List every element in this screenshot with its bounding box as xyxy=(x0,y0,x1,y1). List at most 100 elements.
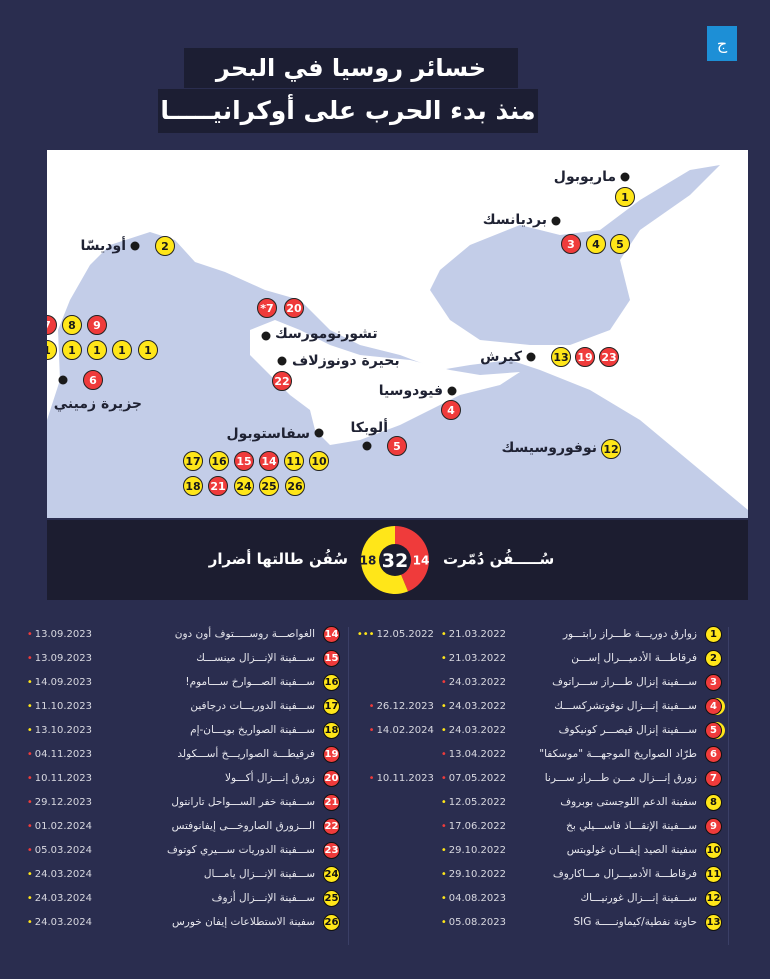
ship-badge-20: 20 xyxy=(284,298,304,318)
ship-name: ســـفينة الإنـــزال يامـــال xyxy=(203,867,315,880)
ship-badge-18: 18 xyxy=(183,476,203,496)
ship-badge-1: 1 xyxy=(615,187,635,207)
date-text: 10.11.2023 xyxy=(376,772,434,784)
ship-badge-26: 26 xyxy=(285,476,305,496)
status-dot: • xyxy=(26,652,33,664)
ship-date: • 29.10.2022 xyxy=(441,869,506,880)
date-text: 11.10.2023 xyxy=(34,700,92,712)
date-text: 24.03.2022 xyxy=(448,700,506,712)
berdyansk-label: بردیانسك xyxy=(482,212,547,228)
ship-row: 15 ســـفينة الإنـــزال مينســـك • 13.09.202… xyxy=(14,646,340,670)
ship-row: 1 زوارق دوريـــة طـــراز رابتـــور • 21.03.… xyxy=(356,622,722,646)
sevastopol-label: سفاستوبول xyxy=(226,426,310,442)
ship-number-badge: 1 xyxy=(705,625,722,643)
ship-badge-11: 11 xyxy=(284,451,304,471)
date-text: 01.02.2024 xyxy=(34,820,92,832)
ship-row: 7 زورق إنـــزال مـــن طـــراز ســـرنا • 07.… xyxy=(356,766,722,790)
status-dot: • xyxy=(26,844,33,856)
ship-name: فرقيطـــة الصواريـــخ أســـكولد xyxy=(177,747,315,760)
ship-date: ••• 12.05.2022 xyxy=(357,629,434,640)
novorossiysk-label: نوفوروسيسك xyxy=(501,440,597,456)
ship-date: • 05.08.2023 xyxy=(441,917,506,928)
ship-date: • 11.10.2023 xyxy=(27,701,92,712)
ship-badge-10: 10 xyxy=(309,451,329,471)
ship-name: ســـفينة إنـــزال غورنيـــاك xyxy=(580,891,697,904)
ship-badge-5: 5 xyxy=(387,436,407,456)
ship-date: • 24.03.2022 xyxy=(441,725,506,736)
ship-badge-19: 19 xyxy=(575,347,595,367)
ship-dates: • 01.02.2024 xyxy=(14,821,92,832)
ship-name: ســـفينة خفر الســـواحل تارانتول xyxy=(171,795,315,808)
ship-date: • 04.08.2023 xyxy=(441,893,506,904)
ship-date: • 07.05.2022 xyxy=(441,773,506,784)
donuzlav-pin xyxy=(277,356,287,366)
ship-dates: • 10.11.2023 xyxy=(14,773,92,784)
ship-row: 10 سفينة الصيد إيفـــان غولوبتس • 29.10.202… xyxy=(356,838,722,862)
status-dot: • xyxy=(26,772,33,784)
ship-date: • 10.11.2023 xyxy=(27,773,92,784)
date-text: 24.03.2022 xyxy=(448,724,506,736)
date-text: 14.02.2024 xyxy=(376,724,434,736)
ship-number-badge: 20 xyxy=(323,769,340,787)
status-dot: • xyxy=(440,628,447,640)
status-dot: • xyxy=(440,844,447,856)
ships-column-2: 14 الغواصـــة روســـــتوف أون دون • 13.09.2… xyxy=(14,622,340,934)
feodosia-pin xyxy=(447,386,457,396)
ship-dates: • 29.10.2022 xyxy=(356,869,506,880)
ship-name: زورق إنـــزال مـــن طـــراز ســـرنا xyxy=(544,771,697,784)
ship-row: 22 الـــزورق الصاروخـــى إيفانوفتس • 01.02.… xyxy=(14,814,340,838)
ship-number-badge: 10 xyxy=(705,841,722,859)
ship-dates: • 13.04.2022 xyxy=(356,749,506,760)
ship-dates: • 14.09.2023 xyxy=(14,677,92,688)
status-dot: • xyxy=(26,748,33,760)
ship-dates: • 13.09.2023 xyxy=(14,629,92,640)
ship-badge-21: 21 xyxy=(208,476,228,496)
kerch-pin xyxy=(526,352,536,362)
status-dot: • xyxy=(26,628,33,640)
ship-badge-*7: *7 xyxy=(257,298,277,318)
ship-number-badge: 12 xyxy=(705,889,722,907)
ship-number-badge: 4 xyxy=(705,697,722,715)
ship-row: 16 ســـفينة الصـــوارخ ســـاموم! • 14.09.20… xyxy=(14,670,340,694)
map-background xyxy=(47,165,748,518)
ship-date: • 24.03.2022 xyxy=(441,677,506,688)
date-text: 26.12.2023 xyxy=(376,700,434,712)
ship-badge-25: 25 xyxy=(259,476,279,496)
ship-name: ســـفينة إنزال طـــراز ســـراتوف xyxy=(552,675,697,688)
date-text: 04.08.2023 xyxy=(448,892,506,904)
ship-row: 18 ســـفينة الصواريخ بويـــان-إم • 13.10.20… xyxy=(14,718,340,742)
ship-row: 23 ســـفينة الدوريات ســـيري كوتوف • 05.03.… xyxy=(14,838,340,862)
ship-row: 19 فرقيطـــة الصواريـــخ أســـكولد • 04.11.… xyxy=(14,742,340,766)
status-dot: ••• xyxy=(356,628,375,640)
status-dot: • xyxy=(368,700,375,712)
status-dot: • xyxy=(26,700,33,712)
status-dot: • xyxy=(440,748,447,760)
ship-badge-1: 1 xyxy=(87,340,107,360)
ship-row: 2 فرقاطـــة الأدميـــرال إســـن • 21.03.202… xyxy=(356,646,722,670)
black-sea-map: ماريوبول1بردیانسك345أوديسّا278911111جزير… xyxy=(47,150,748,518)
ship-name: ســـفينة إنـــزال نوفوتشركســـك xyxy=(554,699,697,712)
status-dot: • xyxy=(26,916,33,928)
ship-badge-17: 17 xyxy=(183,451,203,471)
ship-number-badge: 7 xyxy=(705,769,722,787)
odesa-pin xyxy=(130,241,140,251)
ship-date: • 17.06.2022 xyxy=(441,821,506,832)
donut-center xyxy=(379,544,411,576)
summary-donut: 32 14 18 xyxy=(360,526,429,594)
date-text: 14.09.2023 xyxy=(34,676,92,688)
ship-row: 6 طرّاد الصواريخ الموجهـــة "موسكفا" • 13.0… xyxy=(356,742,722,766)
date-text: 05.03.2024 xyxy=(34,844,92,856)
ship-badge-22: 22 xyxy=(272,371,292,391)
ship-date: • 13.09.2023 xyxy=(27,653,92,664)
ship-name: ســـفينة إنزال قيصـــر كونيكوف xyxy=(558,723,697,736)
date-text: 24.03.2024 xyxy=(34,916,92,928)
ship-row: 17 ســـفينة الدوريـــات درجافين • 11.10.202… xyxy=(14,694,340,718)
ship-name: ســـفينة الإنـــزال مينســـك xyxy=(196,651,315,664)
ship-date: • 21.03.2022 xyxy=(441,629,506,640)
ship-row: 13 حاوتة نفطية/كيماونـــــة SIG • 05.08.202… xyxy=(356,910,722,934)
status-dot: • xyxy=(440,772,447,784)
ship-dates: • 24.03.2022 xyxy=(356,677,506,688)
chornomorsk-label: تشورنومورسك xyxy=(275,326,378,342)
status-dot: • xyxy=(26,868,33,880)
status-dot: • xyxy=(440,868,447,880)
